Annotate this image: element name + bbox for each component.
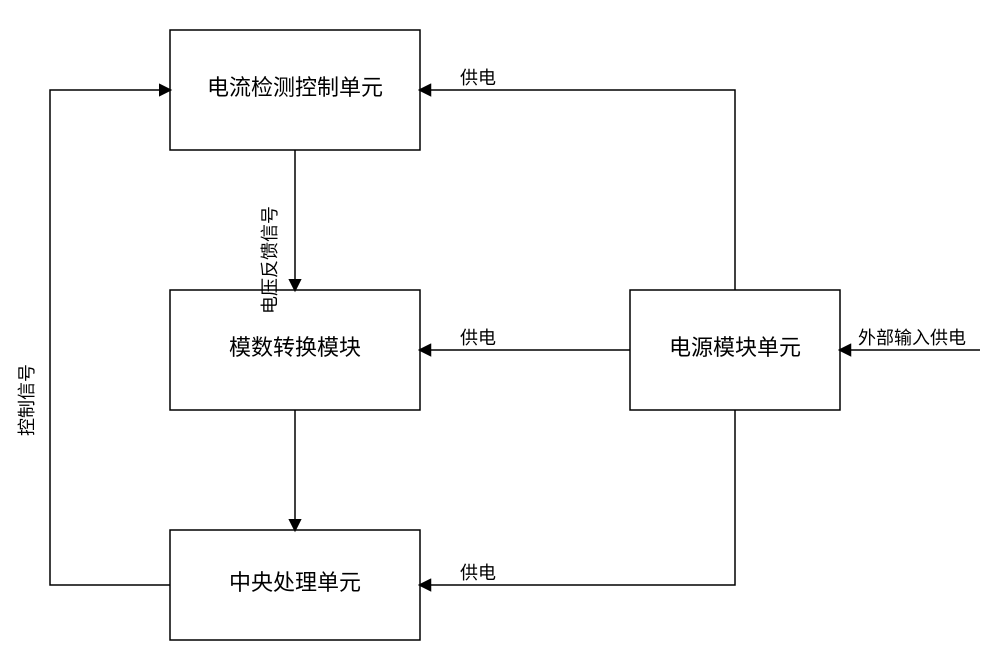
edge-power-to-cpu-label: 供电 (460, 563, 496, 583)
node-cpu: 中央处理单元 (170, 530, 420, 640)
node-current-detect: 电流检测控制单元 (170, 30, 420, 150)
edge-ext-to-power: 外部输入供电 (840, 328, 980, 350)
node-cpu-label: 中央处理单元 (229, 570, 361, 595)
edge-power-to-adc-label: 供电 (460, 328, 496, 348)
edge-power-to-adc: 供电 (420, 328, 630, 350)
edge-detect-to-adc-label: 电压反馈信号 (260, 206, 280, 314)
node-adc-label: 模数转换模块 (229, 335, 361, 360)
node-adc: 模数转换模块 (170, 290, 420, 410)
node-current-detect-label: 电流检测控制单元 (207, 75, 383, 100)
edge-power-to-cpu: 供电 (420, 410, 735, 585)
edge-cpu-to-detect: 控制信号 (17, 90, 170, 585)
edge-ext-to-power-label: 外部输入供电 (858, 328, 966, 348)
edge-cpu-to-detect-label: 控制信号 (17, 364, 37, 436)
edge-power-to-detect-label: 供电 (460, 68, 496, 88)
node-power: 电源模块单元 (630, 290, 840, 410)
edge-power-to-detect: 供电 (420, 68, 735, 290)
node-power-label: 电源模块单元 (669, 335, 801, 360)
block-diagram: 电流检测控制单元 模数转换模块 中央处理单元 电源模块单元 电压反馈信号 控制信… (0, 0, 1000, 664)
